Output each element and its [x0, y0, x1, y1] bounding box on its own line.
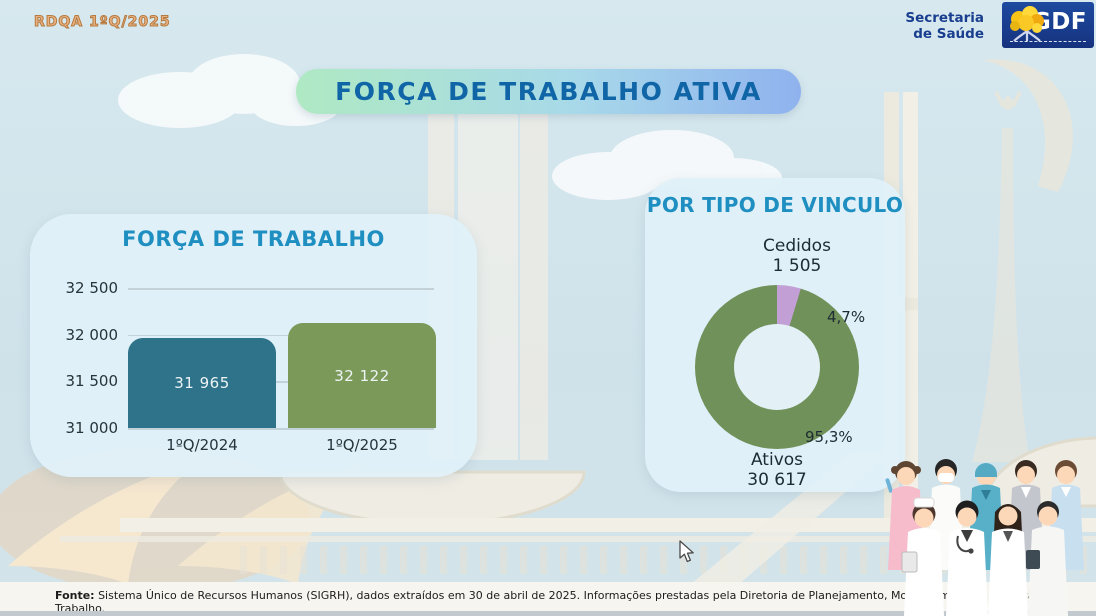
ipe-tree-icon	[1010, 6, 1044, 42]
jk-memorial	[972, 59, 1073, 462]
gridline	[128, 288, 434, 290]
title-banner: FORÇA DE TRABALHO ATIVA	[296, 69, 801, 114]
gridline	[128, 334, 434, 337]
alvorada-columns	[8, 462, 368, 584]
x-axis-category-label: 1ºQ/2025	[326, 436, 398, 454]
healthcare-workers-illustration	[885, 459, 1084, 616]
cedidos-percent: 4,7%	[827, 308, 866, 326]
bar-chart-card: FORÇA DE TRABALHO 31 000 31 500 32 000 32 5…	[30, 214, 477, 477]
y-axis-tick-label: 32 500	[65, 279, 119, 297]
cedidos-label: Cedidos 1 505	[717, 236, 877, 276]
gridline	[128, 381, 434, 383]
org-name-line1: Secretaria	[905, 10, 984, 26]
source-label: Fonte:	[55, 589, 95, 602]
slide-tag: RDQA 1ºQ/2025	[34, 14, 171, 31]
bar-1ºQ/2024: 31 965	[128, 337, 276, 428]
bar-1ºQ/2025: 32 122	[288, 323, 436, 428]
cedidos-name: Cedidos	[763, 236, 831, 256]
bar-chart-title: FORÇA DE TRABALHO	[122, 227, 385, 251]
ativos-percent: 95,3%	[805, 428, 853, 446]
bar-value-label: 32 122	[334, 366, 390, 385]
gdf-logo: GDF	[1002, 2, 1094, 48]
y-axis-tick-label: 31 000	[65, 419, 119, 437]
bottom-edge-strip	[0, 611, 1096, 616]
mouse-cursor-icon	[679, 540, 694, 563]
gdf-logo-subline	[1010, 41, 1086, 42]
cedidos-value: 1 505	[772, 256, 822, 277]
y-axis-tick-label: 31 500	[65, 372, 119, 391]
y-axis-tick-label: 32 000	[65, 325, 119, 344]
x-axis-category-label: 1ºQ/2024	[166, 436, 238, 454]
donut-chart	[695, 285, 859, 449]
ativos-name: Ativos	[750, 450, 804, 470]
donut-chart-title: POR TIPO DE VINCULO	[646, 193, 904, 217]
donut-chart-card: POR TIPO DE VINCULO Cedidos 1 505 4,7% 9…	[645, 178, 905, 492]
ativos-value: 30 617	[747, 470, 807, 491]
gridline	[128, 428, 434, 430]
bar-value-label: 31 965	[174, 373, 230, 392]
org-name-line2: de Saúde	[913, 25, 984, 42]
ativos-label: Ativos 30 617	[697, 450, 857, 490]
page-title: FORÇA DE TRABALHO ATIVA	[335, 77, 762, 106]
org-name: Secretaria de Saúde	[905, 10, 984, 42]
